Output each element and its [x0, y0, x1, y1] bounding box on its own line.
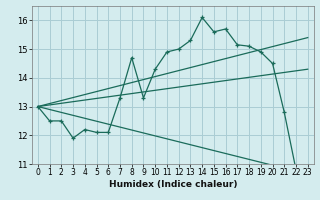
X-axis label: Humidex (Indice chaleur): Humidex (Indice chaleur) — [108, 180, 237, 189]
